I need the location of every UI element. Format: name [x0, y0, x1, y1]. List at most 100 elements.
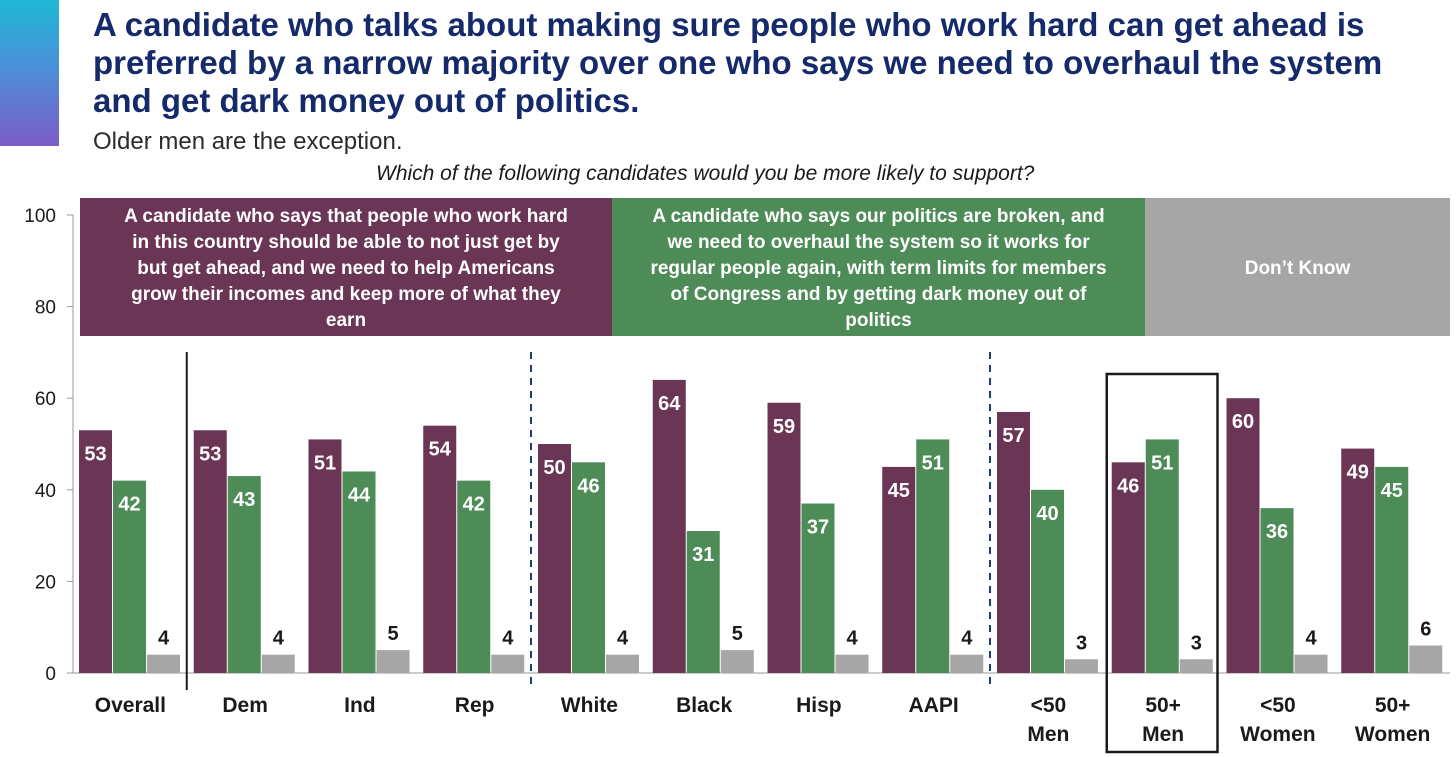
highlight-box	[1105, 372, 1219, 754]
data-label: 51	[1151, 452, 1173, 474]
bar-3	[261, 654, 295, 673]
data-label: 57	[1002, 425, 1024, 447]
legend-text-2: politics	[845, 310, 912, 331]
data-label: 4	[158, 628, 170, 650]
bar-3	[491, 654, 525, 673]
bar-3	[835, 654, 869, 673]
x-tick-label: <50	[1031, 694, 1067, 717]
data-label: 6	[1420, 619, 1431, 641]
y-tick-label: 80	[35, 298, 56, 319]
data-label: 53	[199, 443, 221, 465]
legend-text-1: earn	[326, 310, 366, 331]
bar-2	[572, 462, 605, 673]
bar-3	[950, 654, 984, 673]
data-label: 45	[1381, 480, 1403, 502]
bar-1	[193, 430, 227, 673]
legend-box-1	[80, 198, 612, 336]
y-tick-label: 0	[45, 664, 56, 685]
data-label: 42	[118, 494, 140, 516]
x-tick-label: Men	[1142, 723, 1184, 746]
bar-2	[1260, 508, 1294, 673]
bar-1	[538, 444, 571, 673]
bar-2	[801, 503, 835, 673]
legend-text-2: regular people again, with term limits f…	[650, 258, 1106, 279]
data-label: 3	[1191, 632, 1202, 654]
page-title: A candidate who talks about making sure …	[93, 6, 1383, 119]
bar-3	[1294, 654, 1328, 673]
bar-3	[1179, 659, 1213, 673]
legend-text-1: grow their incomes and keep more of what…	[131, 284, 561, 305]
data-label: 64	[658, 393, 681, 415]
bar-3	[1065, 659, 1098, 673]
x-tick-label: <50	[1260, 694, 1296, 717]
data-label: 4	[1305, 628, 1317, 650]
bar-1	[997, 411, 1030, 673]
x-tick-label: 50+	[1145, 694, 1181, 717]
data-label: 46	[1117, 475, 1139, 497]
x-tick-label: AAPI	[909, 694, 959, 717]
bar-1	[1341, 448, 1375, 673]
data-label: 53	[84, 443, 106, 465]
data-label: 60	[1232, 411, 1254, 433]
y-tick-label: 60	[35, 389, 56, 410]
bar-3	[606, 654, 639, 673]
bar-2	[113, 480, 146, 673]
bar-1	[1226, 398, 1260, 673]
bar-2	[686, 531, 720, 673]
legend-text-3: Don’t Know	[1245, 258, 1351, 279]
bar-1	[1111, 462, 1145, 673]
chart-question: Which of the following candidates would …	[376, 162, 1035, 185]
data-label: 31	[692, 544, 714, 566]
bar-2	[1031, 489, 1064, 673]
x-tick-label: Dem	[222, 694, 268, 717]
bar-3	[720, 650, 754, 673]
legend-text-1: A candidate who says that people who wor…	[124, 206, 568, 227]
x-tick-label: 50+	[1375, 694, 1411, 717]
data-label: 50	[543, 457, 565, 479]
x-tick-label: Men	[1027, 723, 1069, 746]
bar-1	[308, 439, 342, 673]
y-tick-label: 40	[35, 481, 56, 502]
x-tick-label: Hisp	[796, 694, 842, 717]
bar-3	[376, 650, 410, 673]
data-label: 4	[273, 628, 285, 650]
x-tick-label: Ind	[344, 694, 376, 717]
data-label: 37	[807, 517, 829, 539]
page-subtitle: Older men are the exception.	[93, 128, 403, 155]
data-label: 4	[846, 628, 858, 650]
bar-1	[79, 430, 112, 673]
x-tick-label: Women	[1355, 723, 1430, 746]
bar-2	[1145, 439, 1179, 673]
data-label: 3	[1076, 632, 1087, 654]
bar-2	[1375, 466, 1409, 673]
bar-2	[227, 476, 261, 673]
data-label: 51	[314, 452, 336, 474]
x-tick-label: Overall	[95, 694, 166, 717]
y-tick-label: 100	[24, 206, 56, 227]
bar-1	[767, 402, 801, 673]
x-tick-label: Rep	[455, 694, 495, 717]
legend-text-2: of Congress and by getting dark money ou…	[671, 284, 1088, 305]
bar-1	[423, 425, 457, 673]
data-label: 4	[502, 628, 514, 650]
legend-text-1: in this country should be able to not ju…	[132, 232, 560, 253]
data-label: 36	[1266, 521, 1288, 543]
data-label: 59	[773, 416, 795, 438]
x-tick-label: White	[561, 694, 618, 717]
data-label: 5	[732, 623, 743, 645]
legend-box-2	[612, 198, 1145, 336]
data-label: 42	[463, 494, 485, 516]
data-label: 4	[617, 628, 629, 650]
bar-3	[147, 654, 180, 673]
bar-2	[342, 471, 376, 673]
bar-3	[1409, 645, 1443, 673]
bar-2	[916, 439, 950, 673]
x-tick-label: Women	[1240, 723, 1315, 746]
data-label: 45	[888, 480, 910, 502]
data-label: 40	[1036, 503, 1058, 525]
legend-text-2: we need to overhaul the system so it wor…	[666, 232, 1090, 253]
legend-text-2: A candidate who says our politics are br…	[652, 206, 1104, 227]
data-label: 44	[348, 484, 371, 506]
bar-2	[457, 480, 491, 673]
